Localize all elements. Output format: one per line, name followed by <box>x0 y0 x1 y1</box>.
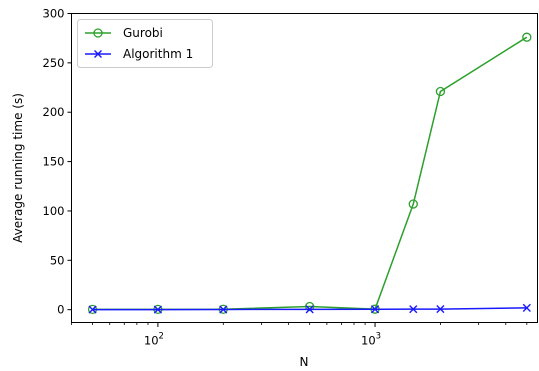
series-layer <box>87 32 532 315</box>
y-tick-label-50: 50 <box>50 253 65 267</box>
point-gurobi-1500 <box>408 199 418 209</box>
y-tick-label-100: 100 <box>43 204 65 218</box>
legend-algorithm-label: Algorithm 1 <box>123 47 193 61</box>
point-gurobi-5000 <box>522 32 532 42</box>
point-algorithm-1-5000 <box>522 303 531 312</box>
point-gurobi-2000 <box>435 86 446 97</box>
x-axis: 102 103 <box>71 322 528 348</box>
y-axis-label: Average running time (s) <box>11 93 25 243</box>
point-algorithm-1-200 <box>219 305 228 314</box>
y-tick-label-0: 0 <box>57 303 64 317</box>
x-tick-label-1000: 103 <box>361 332 381 348</box>
legend: Gurobi Algorithm 1 <box>77 19 213 68</box>
y-tick-label-300: 300 <box>43 7 65 21</box>
y-axis: 0 50 100 150 200 250 300 <box>43 7 72 317</box>
point-gurobi-500 <box>305 301 315 312</box>
legend-gurobi-marker <box>93 28 103 38</box>
x-tick-label-100: 102 <box>144 332 164 348</box>
point-algorithm-1-500 <box>305 305 314 314</box>
y-tick-label-150: 150 <box>43 155 65 169</box>
y-tick-label-250: 250 <box>43 56 65 70</box>
x-axis-label: N <box>300 355 309 369</box>
point-algorithm-1-100 <box>153 305 163 314</box>
series-algorithm-1 <box>88 303 531 314</box>
legend-frame <box>77 19 213 68</box>
series-line-algorithm-1 <box>92 307 527 311</box>
y-tick-label-200: 200 <box>43 105 65 119</box>
point-algorithm-1-1500 <box>409 305 418 314</box>
point-algorithm-1-50 <box>88 305 97 314</box>
legend-gurobi-label: Gurobi <box>123 26 163 40</box>
legend-algorithm-marker <box>94 50 102 58</box>
point-algorithm-1-2000 <box>436 304 445 314</box>
point-algorithm-1-1000 <box>370 305 380 314</box>
